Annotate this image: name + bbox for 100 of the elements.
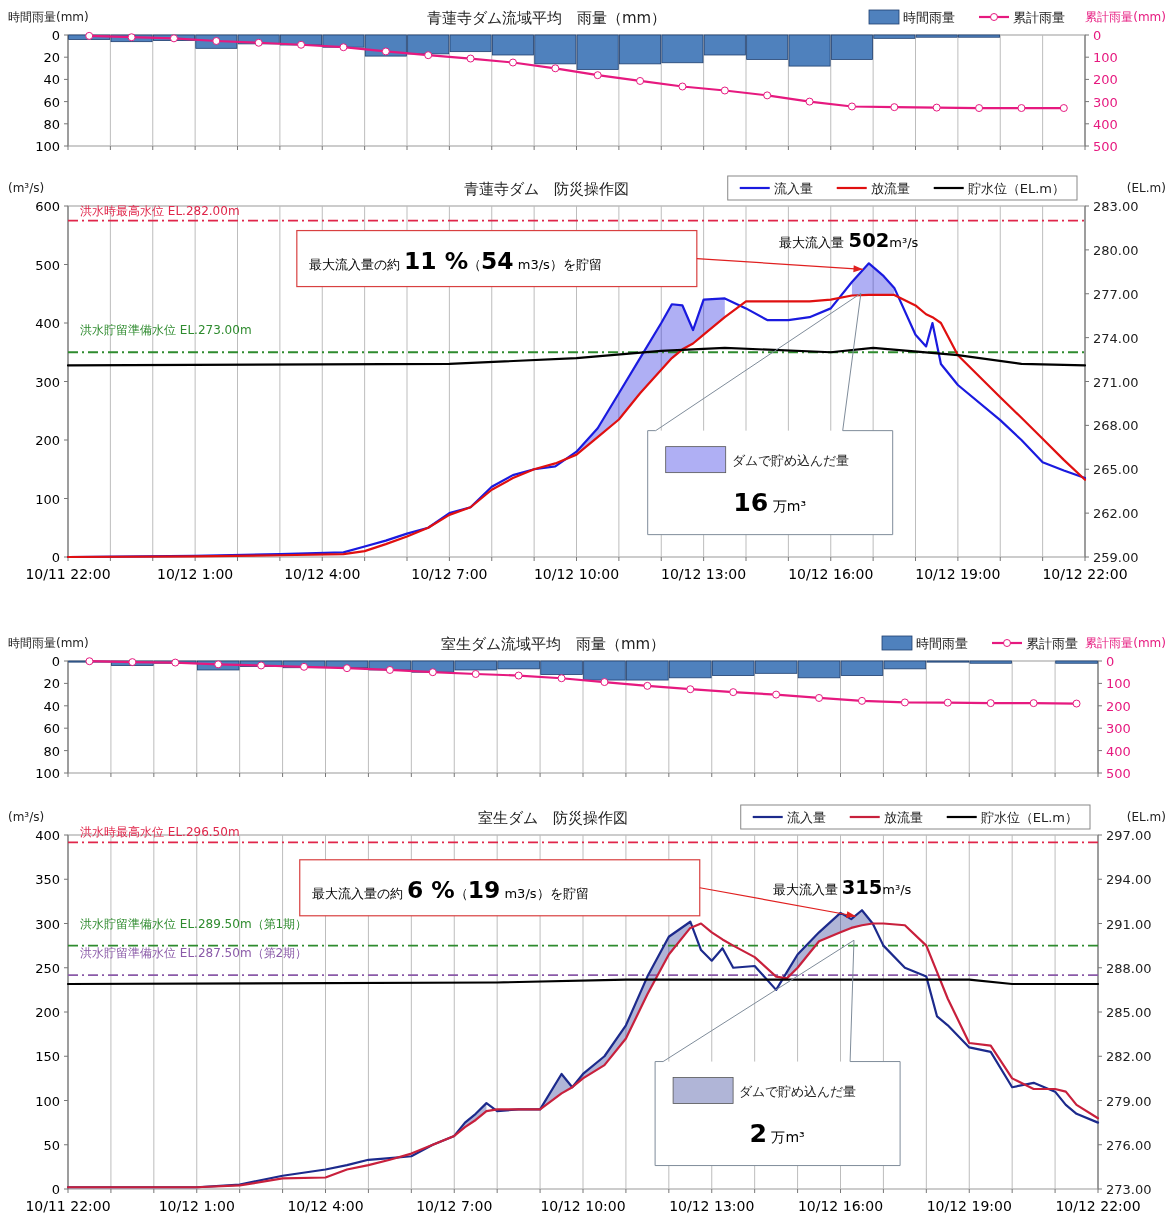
y-tick-label: 80	[43, 743, 60, 759]
y-tick-label: 500	[35, 257, 60, 273]
y2-tick-label: 291.00	[1106, 916, 1152, 932]
y2-tick-label: 500	[1106, 766, 1131, 781]
y2-tick-label: 283.00	[1093, 199, 1139, 214]
y-tick-label: 400	[35, 316, 60, 331]
y-tick-label: 100	[35, 766, 60, 781]
y2-tick-label: 0	[1093, 28, 1102, 43]
legend-label: 累計雨量	[1026, 636, 1078, 651]
y-axis-title: 時間雨量(mm)	[8, 636, 89, 650]
x-tick-label: 10/12 7:00	[411, 566, 488, 582]
y-tick-label: 150	[35, 1049, 60, 1065]
ref-line-label: 洪水時最高水位 EL.296.50m	[80, 825, 240, 840]
x-tick-label: 10/12 4:00	[284, 566, 361, 582]
y2-tick-label: 271.00	[1093, 374, 1139, 390]
legend-label: 貯水位（EL.m）	[980, 810, 1078, 825]
x-tick-label: 10/12 19:00	[915, 566, 1001, 582]
y-tick-label: 60	[43, 721, 60, 737]
y2-tick-label: 274.00	[1093, 330, 1139, 346]
y2-tick-label: 500	[1093, 139, 1118, 154]
y-tick-label: 600	[35, 199, 60, 214]
y-tick-label: 20	[43, 50, 60, 66]
y-tick-label: 50	[43, 1137, 60, 1153]
annotation: ダムで貯め込んだ量	[739, 1083, 857, 1099]
y2-tick-label: 273.00	[1106, 1182, 1152, 1197]
y-tick-label: 100	[35, 1093, 60, 1109]
y-tick-label: 0	[51, 28, 60, 43]
x-tick-label: 10/12 4:00	[287, 1198, 364, 1214]
y-tick-label: 40	[43, 698, 60, 714]
x-tick-label: 10/12 1:00	[158, 1198, 235, 1214]
y-axis-title: (m³/s)	[8, 181, 45, 195]
y-tick-label: 250	[35, 960, 60, 976]
y-axis-title: (m³/s)	[8, 810, 45, 824]
ref-line-label: 洪水貯留準備水位 EL.287.50m（第2期）	[80, 946, 308, 961]
annotation: 16 万m³	[733, 487, 807, 517]
legend-label: 時間雨量	[903, 10, 955, 25]
y-tick-label: 100	[35, 139, 60, 154]
y2-tick-label: 100	[1106, 676, 1131, 692]
y2-tick-label: 259.00	[1093, 550, 1139, 565]
x-tick-label: 10/12 19:00	[926, 1198, 1012, 1214]
y2-axis-title: 累計雨量(mm)	[1085, 636, 1166, 650]
y2-tick-label: 277.00	[1093, 286, 1139, 302]
annotation: ダムで貯め込んだ量	[731, 452, 849, 468]
annotation: 最大流入量 315m³/s	[772, 876, 912, 900]
y2-axis-title: 累計雨量(mm)	[1085, 10, 1166, 24]
y2-tick-label: 297.00	[1106, 828, 1152, 843]
y-tick-label: 200	[35, 1005, 60, 1020]
x-tick-label: 10/12 7:00	[416, 1198, 493, 1214]
x-tick-label: 10/12 22:00	[1055, 1198, 1141, 1214]
y-tick-label: 80	[43, 116, 60, 132]
y2-tick-label: 200	[1093, 72, 1118, 88]
y-tick-label: 400	[35, 828, 60, 843]
x-tick-label: 10/11 22:00	[25, 566, 111, 582]
y2-axis-title: (EL.m)	[1126, 810, 1166, 824]
ref-line-label: 洪水貯留準備水位 EL.289.50m（第1期）	[80, 916, 308, 931]
chart-title: 室生ダム流域平均 雨量（mm）	[440, 635, 666, 653]
chart-title: 青蓮寺ダム 防災操作図	[464, 180, 629, 198]
x-tick-label: 10/12 13:00	[669, 1198, 755, 1214]
legend-label: 貯水位（EL.m）	[967, 181, 1065, 196]
y2-tick-label: 300	[1106, 721, 1131, 737]
y-tick-label: 300	[35, 374, 60, 390]
y2-tick-label: 282.00	[1106, 1049, 1152, 1065]
legend-label: 流入量	[786, 810, 826, 825]
y-tick-label: 20	[43, 676, 60, 692]
chart-title: 青蓮寺ダム流域平均 雨量（mm）	[426, 9, 667, 27]
annotation: 最大流入量 502m³/s	[779, 229, 919, 253]
y2-tick-label: 262.00	[1093, 506, 1139, 522]
y-tick-label: 100	[35, 491, 60, 507]
y2-axis-title: (EL.m)	[1126, 181, 1166, 195]
y-tick-label: 0	[51, 1182, 60, 1197]
x-tick-label: 10/12 13:00	[661, 566, 747, 582]
y2-tick-label: 276.00	[1106, 1137, 1152, 1153]
legend-label: 時間雨量	[916, 636, 968, 651]
annotation: 最大流入量の約 11 %（54 m3/s）を貯留	[308, 246, 602, 275]
y-tick-label: 0	[51, 654, 60, 669]
y2-tick-label: 400	[1093, 116, 1118, 132]
legend-label: 放流量	[883, 810, 923, 825]
x-tick-label: 10/12 10:00	[533, 566, 620, 582]
y-tick-label: 350	[35, 872, 60, 888]
y2-tick-label: 200	[1106, 698, 1131, 714]
y2-tick-label: 280.00	[1093, 242, 1139, 258]
chart-title: 室生ダム 防災操作図	[478, 809, 628, 827]
legend-label: 放流量	[870, 181, 910, 196]
y-axis-title: 時間雨量(mm)	[8, 10, 89, 24]
y2-tick-label: 0	[1106, 654, 1115, 669]
y2-tick-label: 279.00	[1106, 1093, 1152, 1109]
y2-tick-label: 100	[1093, 50, 1118, 66]
y-tick-label: 300	[35, 916, 60, 932]
y2-tick-label: 265.00	[1093, 462, 1139, 478]
legend-label: 累計雨量	[1013, 10, 1065, 25]
x-tick-label: 10/12 16:00	[788, 566, 874, 582]
y2-tick-label: 285.00	[1106, 1005, 1152, 1020]
annotation: 2 万m³	[749, 1118, 805, 1148]
y2-tick-label: 288.00	[1106, 960, 1152, 976]
ref-line-label: 洪水時最高水位 EL.282.00m	[80, 203, 240, 218]
y-tick-label: 0	[51, 550, 60, 565]
x-tick-label: 10/12 16:00	[797, 1198, 884, 1214]
y-tick-label: 200	[35, 433, 60, 448]
x-tick-label: 10/12 22:00	[1042, 566, 1128, 582]
y2-tick-label: 300	[1093, 94, 1118, 110]
